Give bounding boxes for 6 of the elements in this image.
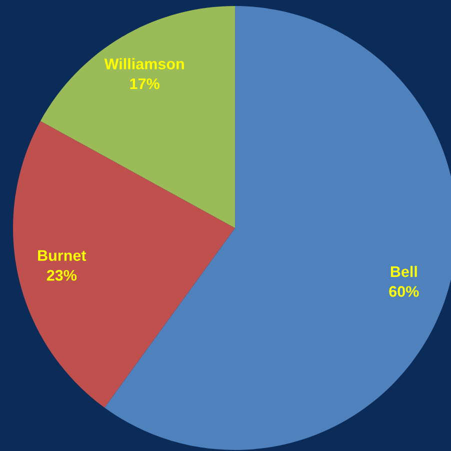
data-label: 23% [46, 270, 77, 281]
slice-label: Williamson [104, 58, 184, 70]
data-label: 60% [389, 286, 419, 297]
slice-label: Burnet [38, 250, 86, 261]
slice-label: Bell [390, 266, 417, 278]
data-label: 17% [130, 78, 160, 90]
